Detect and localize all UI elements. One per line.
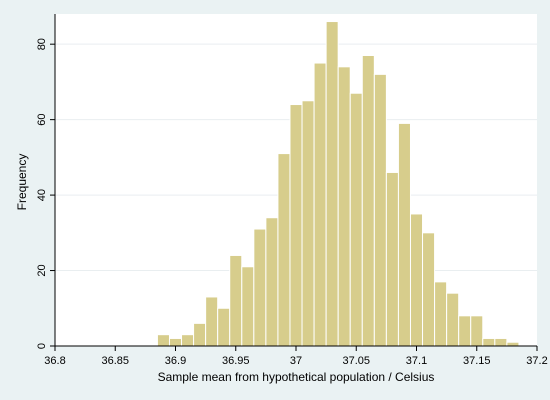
histogram-bar <box>349 92 363 347</box>
histogram-bar <box>482 337 496 347</box>
histogram-bar <box>181 334 195 347</box>
y-tick-label: 0 <box>36 343 48 349</box>
histogram-bar <box>385 171 399 347</box>
histogram-bar <box>506 341 520 347</box>
x-tick-label: 36.9 <box>165 355 186 367</box>
x-tick-label: 36.85 <box>101 355 129 367</box>
histogram-bar <box>301 100 315 347</box>
histogram-bar <box>446 292 460 347</box>
histogram-bar <box>168 337 183 347</box>
tick-labels: 0 20 40 60 80 36.8 36.85 36.9 36.95 37 37.05 37.1 37… <box>36 38 548 367</box>
histogram-bar <box>434 281 448 347</box>
histogram-bar <box>289 104 303 347</box>
y-axis-label: Frequency <box>15 154 29 211</box>
histogram-bar <box>470 315 484 347</box>
histogram-bar <box>409 213 424 347</box>
x-tick-label: 37.05 <box>342 355 370 367</box>
x-axis-label: Sample mean from hypothetical population… <box>158 370 435 384</box>
histogram-bar <box>325 21 339 347</box>
histogram-bar <box>241 266 255 347</box>
histogram-bar <box>193 322 207 347</box>
histogram-bar <box>217 307 231 347</box>
y-tick-label: 80 <box>36 38 48 50</box>
histogram-bar <box>313 62 327 347</box>
x-tick-label: 37.1 <box>406 355 427 367</box>
histogram-bar <box>156 334 170 347</box>
y-tick-label: 40 <box>36 189 48 201</box>
histogram-bar <box>337 66 351 347</box>
histogram-bar <box>458 315 472 347</box>
axes <box>50 14 538 351</box>
histogram-bar <box>494 337 508 347</box>
x-tick-label: 37.15 <box>463 355 491 367</box>
histogram-bar <box>205 296 219 347</box>
y-tick-label: 20 <box>36 264 48 276</box>
y-tick-label: 60 <box>36 114 48 126</box>
histogram-bar <box>361 55 375 347</box>
x-tick-label: 37.2 <box>526 355 547 367</box>
x-tick-label: 36.8 <box>44 355 65 367</box>
histogram-bar <box>277 153 291 347</box>
histogram-bar <box>253 228 267 347</box>
x-tick-label: 37 <box>290 355 302 367</box>
histogram-bar <box>229 254 243 347</box>
x-tick-label: 36.95 <box>222 355 250 367</box>
histogram-bar <box>422 232 436 347</box>
histogram-bar <box>373 73 387 347</box>
histogram-bar <box>265 217 279 347</box>
histogram-bar <box>397 122 411 347</box>
